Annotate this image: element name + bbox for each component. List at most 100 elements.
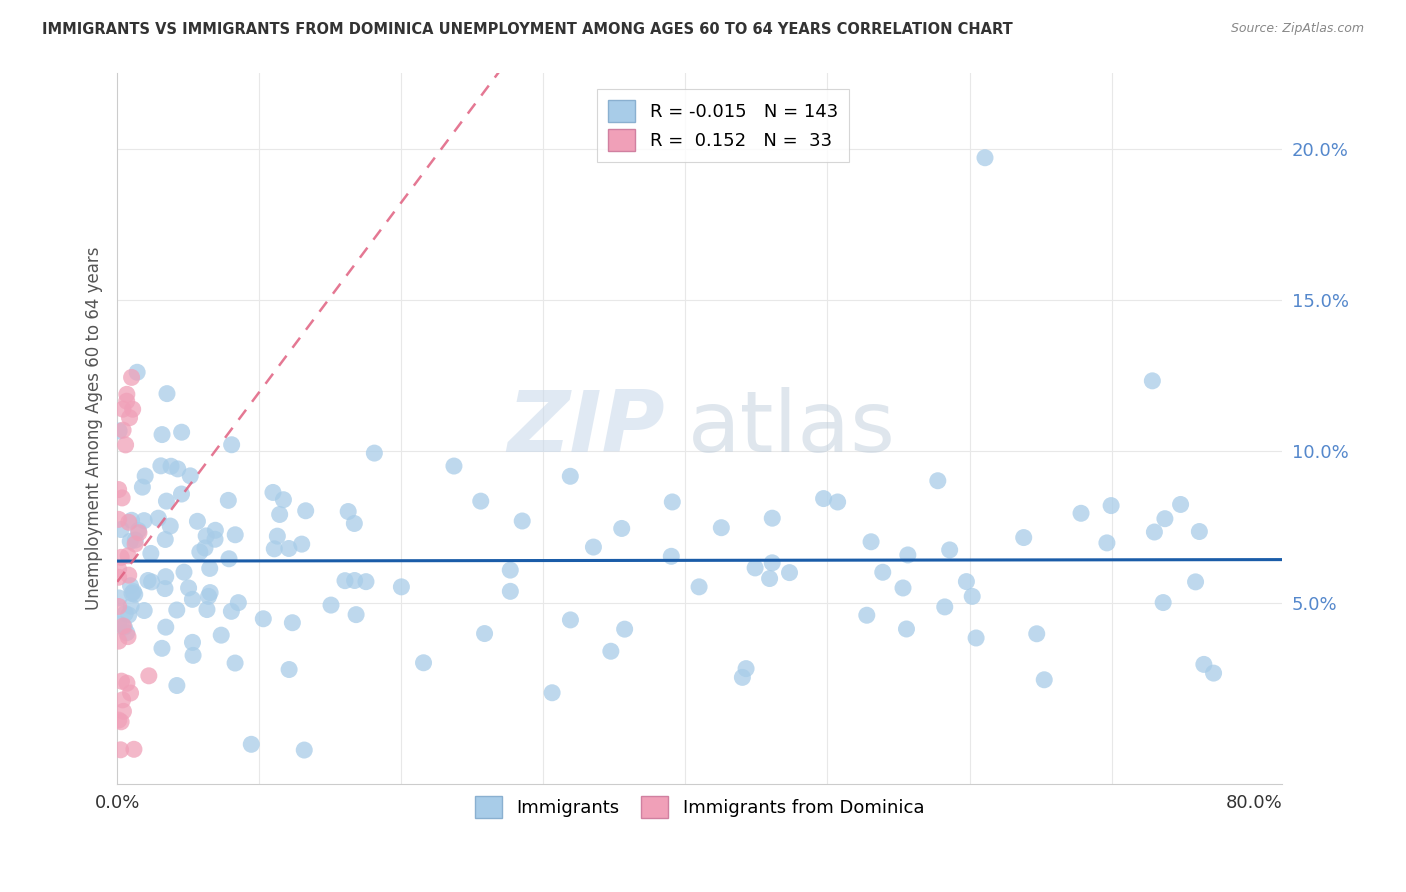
Point <box>1170 498 1192 512</box>
Point <box>938 543 960 558</box>
Point <box>166 679 188 693</box>
Point <box>252 612 274 626</box>
Point <box>134 469 156 483</box>
Point <box>115 676 138 690</box>
Y-axis label: Unemployment Among Ages 60 to 64 years: Unemployment Among Ages 60 to 64 years <box>86 247 103 610</box>
Point <box>218 551 240 566</box>
Point <box>470 494 492 508</box>
Point <box>319 598 342 612</box>
Point <box>141 574 163 589</box>
Point <box>610 521 633 535</box>
Point <box>181 592 204 607</box>
Point <box>121 370 143 384</box>
Point <box>1154 511 1177 525</box>
Point <box>179 468 201 483</box>
Point <box>120 579 142 593</box>
Point <box>120 534 142 549</box>
Point <box>560 469 582 483</box>
Point <box>150 427 173 442</box>
Point <box>224 656 246 670</box>
Text: IMMIGRANTS VS IMMIGRANTS FROM DOMINICA UNEMPLOYMENT AMONG AGES 60 TO 64 YEARS CO: IMMIGRANTS VS IMMIGRANTS FROM DOMINICA U… <box>42 22 1012 37</box>
Point <box>974 151 997 165</box>
Point <box>266 529 288 543</box>
Point <box>1142 374 1164 388</box>
Point <box>1202 666 1225 681</box>
Point <box>1095 536 1118 550</box>
Point <box>1099 499 1122 513</box>
Point <box>122 742 145 756</box>
Point <box>159 519 181 533</box>
Point <box>110 714 132 729</box>
Point <box>1025 627 1047 641</box>
Point <box>897 548 920 562</box>
Point <box>107 570 129 584</box>
Point <box>228 596 250 610</box>
Point <box>110 523 132 537</box>
Point <box>115 625 138 640</box>
Point <box>111 402 134 417</box>
Point <box>337 504 360 518</box>
Point <box>291 537 314 551</box>
Point <box>221 438 243 452</box>
Point <box>389 580 412 594</box>
Point <box>1184 574 1206 589</box>
Point <box>412 656 434 670</box>
Point <box>872 566 894 580</box>
Point <box>474 626 496 640</box>
Point <box>149 458 172 473</box>
Point <box>891 581 914 595</box>
Point <box>138 669 160 683</box>
Point <box>934 599 956 614</box>
Point <box>160 459 183 474</box>
Point <box>204 533 226 547</box>
Point <box>181 635 204 649</box>
Point <box>1188 524 1211 539</box>
Point <box>761 556 783 570</box>
Point <box>177 581 200 595</box>
Point <box>827 495 849 509</box>
Point <box>115 387 138 401</box>
Point <box>955 574 977 589</box>
Point <box>118 607 141 622</box>
Point <box>1143 524 1166 539</box>
Point <box>121 586 143 600</box>
Point <box>560 613 582 627</box>
Point <box>136 574 159 588</box>
Point <box>107 562 129 576</box>
Point <box>813 491 835 506</box>
Point <box>107 599 129 614</box>
Point <box>744 561 766 575</box>
Point <box>277 541 299 556</box>
Point <box>117 630 139 644</box>
Point <box>107 616 129 631</box>
Point <box>343 516 366 531</box>
Point <box>110 550 132 565</box>
Point <box>107 634 129 648</box>
Point <box>735 662 758 676</box>
Point <box>111 491 134 505</box>
Point <box>855 608 877 623</box>
Point <box>124 587 146 601</box>
Point <box>613 622 636 636</box>
Point <box>120 686 142 700</box>
Point <box>758 572 780 586</box>
Point <box>170 425 193 440</box>
Point <box>188 545 211 559</box>
Point <box>170 487 193 501</box>
Point <box>118 516 141 530</box>
Point <box>1070 506 1092 520</box>
Point <box>114 607 136 621</box>
Point <box>153 582 176 596</box>
Point <box>354 574 377 589</box>
Point <box>195 529 218 543</box>
Point <box>661 495 683 509</box>
Point <box>779 566 801 580</box>
Point <box>195 602 218 616</box>
Text: Source: ZipAtlas.com: Source: ZipAtlas.com <box>1230 22 1364 36</box>
Point <box>156 386 179 401</box>
Point <box>110 743 132 757</box>
Point <box>127 365 149 379</box>
Point <box>1033 673 1056 687</box>
Point <box>114 438 136 452</box>
Point <box>115 394 138 409</box>
